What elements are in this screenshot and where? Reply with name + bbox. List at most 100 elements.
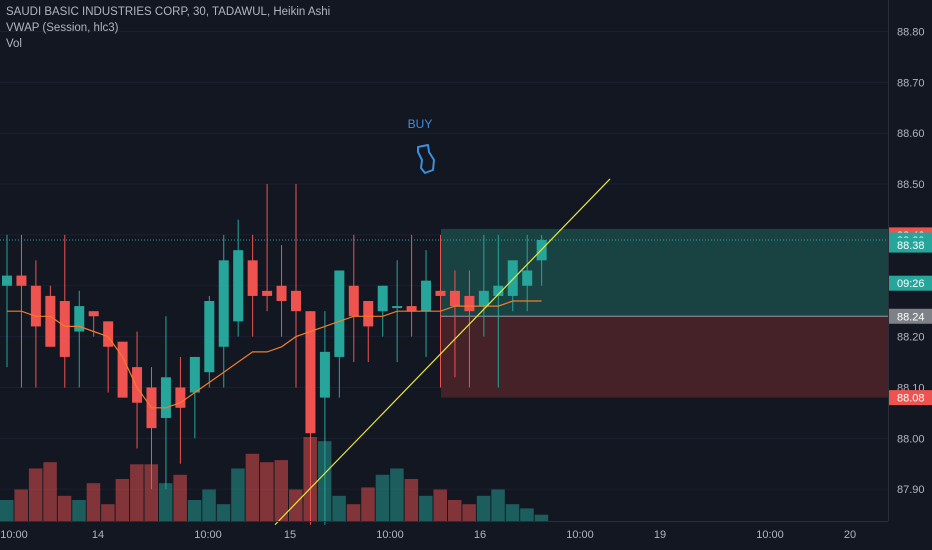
- candle-body[interactable]: [435, 290, 446, 296]
- stop-zone[interactable]: [441, 316, 888, 398]
- vwap-indicator-label[interactable]: VWAP (Session, hlc3): [6, 22, 119, 34]
- candle-body[interactable]: [160, 377, 171, 418]
- candle-body[interactable]: [117, 341, 128, 398]
- time-tick-label: 10:00: [566, 529, 594, 541]
- volume-bar: [115, 479, 130, 521]
- candle-body[interactable]: [348, 285, 359, 317]
- volume-bar: [158, 483, 173, 521]
- symbol-title[interactable]: SAUDI BASIC INDUSTRIES CORP, 30, TADAWUL…: [6, 6, 331, 18]
- candle-body[interactable]: [74, 306, 85, 332]
- volume-bar: [289, 489, 303, 521]
- candle-body[interactable]: [16, 275, 27, 286]
- volume-bar: [57, 495, 72, 521]
- price-label-text: 09:26: [897, 278, 925, 290]
- price-label-text: 88.38: [897, 240, 925, 252]
- time-tick-label: 19: [654, 529, 666, 541]
- volume-bar: [534, 514, 549, 521]
- time-tick-label: 10:00: [756, 529, 784, 541]
- volume-bar: [173, 474, 187, 521]
- volume-bar: [43, 462, 57, 521]
- candle-body[interactable]: [30, 285, 41, 327]
- candle-body[interactable]: [305, 311, 316, 434]
- sock-icon[interactable]: [417, 144, 435, 174]
- volume-bar: [462, 504, 476, 521]
- volume-bar: [375, 474, 390, 521]
- volume-bar: [144, 464, 158, 521]
- price-label-tag: [889, 308, 932, 324]
- volume-bar: [332, 495, 346, 521]
- candle-body[interactable]: [218, 260, 229, 347]
- volume-bar: [447, 500, 462, 521]
- volume-indicator-label[interactable]: Vol: [6, 38, 22, 50]
- candle-body[interactable]: [103, 321, 114, 347]
- time-tick-label: 10:00: [0, 529, 28, 541]
- trend-line[interactable]: [274, 178, 611, 526]
- volume-bar: [72, 500, 86, 521]
- candle-body[interactable]: [204, 301, 215, 373]
- volume-bar: [505, 504, 520, 521]
- price-tick-label: 88.50: [897, 179, 925, 191]
- volume-bar: [476, 495, 491, 521]
- time-tick-label: 15: [284, 529, 296, 541]
- candle-body[interactable]: [233, 250, 244, 322]
- volume-bar: [520, 508, 534, 521]
- volume-bar: [0, 500, 14, 521]
- candle-body[interactable]: [478, 290, 489, 307]
- price-label-tag: [889, 275, 932, 291]
- volume-bar: [216, 504, 231, 521]
- vwap-line[interactable]: [7, 300, 542, 409]
- volume-bar: [390, 468, 404, 521]
- volume-bar: [231, 468, 245, 521]
- volume-bar: [101, 504, 115, 521]
- volume-bar: [491, 489, 505, 521]
- time-tick-label: 20: [844, 529, 856, 541]
- candle-body[interactable]: [291, 290, 301, 312]
- candle-body[interactable]: [406, 306, 417, 312]
- candle-body[interactable]: [175, 387, 186, 408]
- volume-bar: [361, 487, 375, 521]
- chart-legend: SAUDI BASIC INDUSTRIES CORP, 30, TADAWUL…: [6, 4, 330, 52]
- price-label-text: 88.24: [897, 311, 925, 323]
- price-tick-label: 88.60: [897, 128, 925, 140]
- volume-bar: [130, 464, 144, 521]
- volume-bar: [433, 489, 447, 521]
- price-tick-label: 87.90: [897, 484, 925, 496]
- candle-body[interactable]: [319, 351, 330, 398]
- candle-body[interactable]: [464, 295, 475, 312]
- price-tick-label: 88.80: [897, 27, 925, 39]
- time-tick-label: 10:00: [194, 529, 222, 541]
- candle-body[interactable]: [449, 290, 460, 307]
- volume-bar: [28, 468, 43, 521]
- candle-body[interactable]: [493, 285, 504, 296]
- volume-bar: [419, 495, 433, 521]
- volume-bar: [202, 489, 216, 521]
- price-label-tag: [889, 390, 932, 406]
- candle-body[interactable]: [276, 285, 287, 302]
- candle-body[interactable]: [262, 290, 273, 296]
- candle-body[interactable]: [88, 311, 99, 317]
- candle-body[interactable]: [392, 306, 403, 309]
- candle-body[interactable]: [377, 285, 388, 312]
- candle-body[interactable]: [421, 280, 432, 312]
- candle-body[interactable]: [59, 301, 70, 357]
- candle-body[interactable]: [334, 270, 345, 357]
- candle-body[interactable]: [189, 356, 200, 393]
- time-tick-label: 14: [92, 529, 104, 541]
- price-tick-label: 88.00: [897, 433, 925, 445]
- candle-body[interactable]: [507, 260, 518, 296]
- volume-bar: [187, 500, 202, 521]
- price-tick-label: 88.70: [897, 77, 925, 89]
- volume-bar: [404, 479, 419, 521]
- volume-bar: [14, 489, 28, 521]
- candle-body[interactable]: [522, 270, 533, 286]
- price-label-tag: [889, 237, 932, 253]
- candle-body[interactable]: [132, 367, 143, 403]
- time-tick-label: 16: [474, 529, 486, 541]
- volume-bar: [260, 462, 274, 521]
- candle-body[interactable]: [363, 301, 374, 327]
- candle-body[interactable]: [45, 295, 56, 347]
- candle-body[interactable]: [247, 260, 258, 296]
- candle-body[interactable]: [2, 275, 12, 286]
